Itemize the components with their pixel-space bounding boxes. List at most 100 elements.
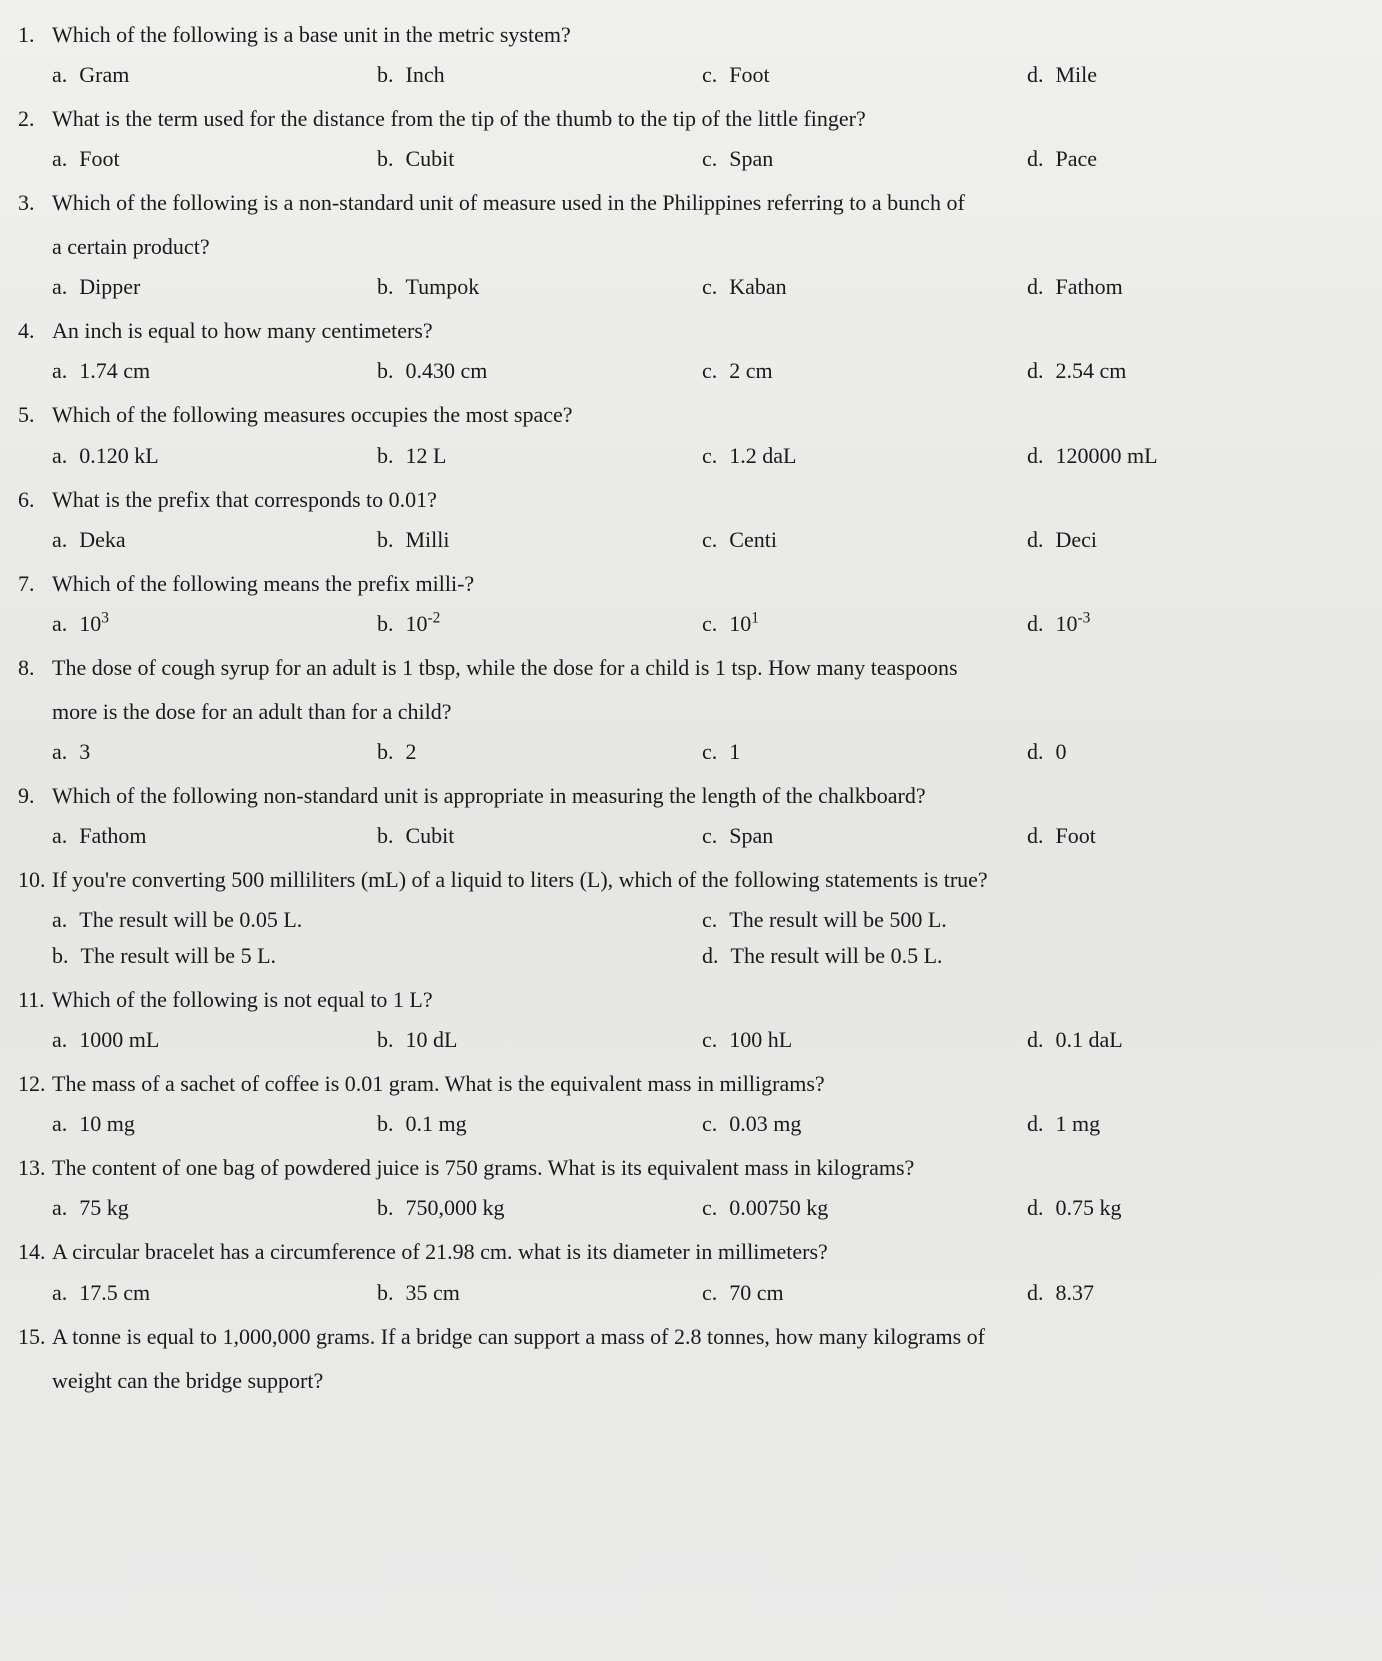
option-letter: d. [1027,611,1044,637]
question-block: 15.A tonne is equal to 1,000,000 grams. … [18,1320,1352,1398]
option: a.17.5 cm [52,1280,377,1306]
question-number: 6. [18,483,52,517]
option-letter: b. [377,1195,394,1221]
option: c.101 [702,611,1027,637]
option-superscript: -2 [428,609,441,626]
question-number: 14. [18,1235,52,1269]
question-line: 2.What is the term used for the distance… [18,102,1352,136]
question-text: An inch is equal to how many centimeters… [52,314,1352,348]
question-block: 4.An inch is equal to how many centimete… [18,314,1352,384]
option-text: 1000 mL [79,1027,159,1053]
option: a.103 [52,611,377,637]
question-line: 12.The mass of a sachet of coffee is 0.0… [18,1067,1352,1101]
option-letter: d. [1027,527,1044,553]
option-text: 2 [406,739,417,765]
option-letter: c. [702,1280,717,1306]
option: c.Kaban [702,274,1027,300]
options-row: a.1.74 cmb. 0.430 cm c.2 cmd.2.54 cm [18,358,1352,384]
option: a.1.74 cm [52,358,377,384]
option-text: 3 [79,739,90,765]
question-block: 3.Which of the following is a non-standa… [18,186,1352,300]
option-letter: d. [1027,443,1044,469]
quiz-page: 1.Which of the following is a base unit … [0,0,1382,1661]
option-text: Mile [1056,62,1098,88]
option: c.70 cm [702,1280,1027,1306]
option: c.Span [702,823,1027,849]
option-text: Tumpok [406,274,480,300]
question-number: 11. [18,983,52,1017]
option-letter: a. [52,1280,67,1306]
options-row: a.1000 mLb.10 dLc.100 hLd.0.1 daL [18,1027,1352,1053]
option-letter: a. [52,527,67,553]
question-block: 12.The mass of a sachet of coffee is 0.0… [18,1067,1352,1137]
option: d.The result will be 0.5 L. [702,943,1352,969]
option-text: The result will be 0.05 L. [79,907,302,933]
option: a.Dipper [52,274,377,300]
option-letter: c. [702,527,717,553]
question-text: Which of the following means the prefix … [52,567,1352,601]
option-text: 12 L [406,443,447,469]
option-letter: d. [1027,1111,1044,1137]
question-number: 13. [18,1151,52,1185]
option: c.2 cm [702,358,1027,384]
option-text: 0.03 mg [729,1111,801,1137]
option-letter: a. [52,274,67,300]
question-line: 11.Which of the following is not equal t… [18,983,1352,1017]
option-letter: c. [702,739,717,765]
question-line: 1.Which of the following is a base unit … [18,18,1352,52]
option-text: 8.37 [1056,1280,1095,1306]
question-number: 7. [18,567,52,601]
option-text: 0.430 cm [406,358,488,384]
option-text: Deka [79,527,125,553]
option-letter: d. [1027,62,1044,88]
question-text: The mass of a sachet of coffee is 0.01 g… [52,1067,1352,1101]
option-letter: b. [377,611,394,637]
option-letter: c. [702,274,717,300]
option: d.0.75 kg [1027,1195,1352,1221]
option: b.35 cm [377,1280,702,1306]
option-text: 1 [729,739,740,765]
option: c.The result will be 500 L. [702,907,1352,933]
question-block: 10.If you're converting 500 milliliters … [18,863,1352,969]
question-number: 5. [18,398,52,432]
question-block: 5.Which of the following measures occupi… [18,398,1352,468]
option: b.Tumpok [377,274,702,300]
option: d.0.1 daL [1027,1027,1352,1053]
option-text: 120000 mL [1056,443,1158,469]
option-superscript: -3 [1078,609,1091,626]
option: d.2.54 cm [1027,358,1352,384]
option-letter: b. [377,358,394,384]
option: a.Fathom [52,823,377,849]
option-letter: c. [702,1111,717,1137]
option-letter: a. [52,1027,67,1053]
option-letter: c. [702,146,717,172]
option: a.0.120 kL [52,443,377,469]
question-text-continuation: weight can the bridge support? [18,1364,1352,1398]
option-letter: a. [52,739,67,765]
option-letter: c. [702,1195,717,1221]
option-letter: b. [377,1027,394,1053]
question-line: 6.What is the prefix that corresponds to… [18,483,1352,517]
option-letter: d. [1027,1195,1044,1221]
question-number: 1. [18,18,52,52]
question-number: 12. [18,1067,52,1101]
option-text: Gram [79,62,129,88]
option-letter: b. [377,527,394,553]
option: b.750,000 kg [377,1195,702,1221]
option-text: The result will be 500 L. [729,907,947,933]
option-text: Centi [729,527,777,553]
option-letter: a. [52,443,67,469]
option-letter: d. [1027,1027,1044,1053]
question-block: 13.The content of one bag of powdered ju… [18,1151,1352,1221]
question-text: Which of the following is not equal to 1… [52,983,1352,1017]
option-letter: a. [52,611,67,637]
option: c.Foot [702,62,1027,88]
options-row: a.103b.10-2c.101d.10-3 [18,611,1352,637]
option-letter: a. [52,1195,67,1221]
option-letter: a. [52,823,67,849]
options-row: a.Dipperb.Tumpokc.Kaband.Fathom [18,274,1352,300]
option-text: 1.74 cm [79,358,150,384]
option-letter: d. [1027,358,1044,384]
option-text: Foot [79,146,119,172]
question-text: The content of one bag of powdered juice… [52,1151,1352,1185]
